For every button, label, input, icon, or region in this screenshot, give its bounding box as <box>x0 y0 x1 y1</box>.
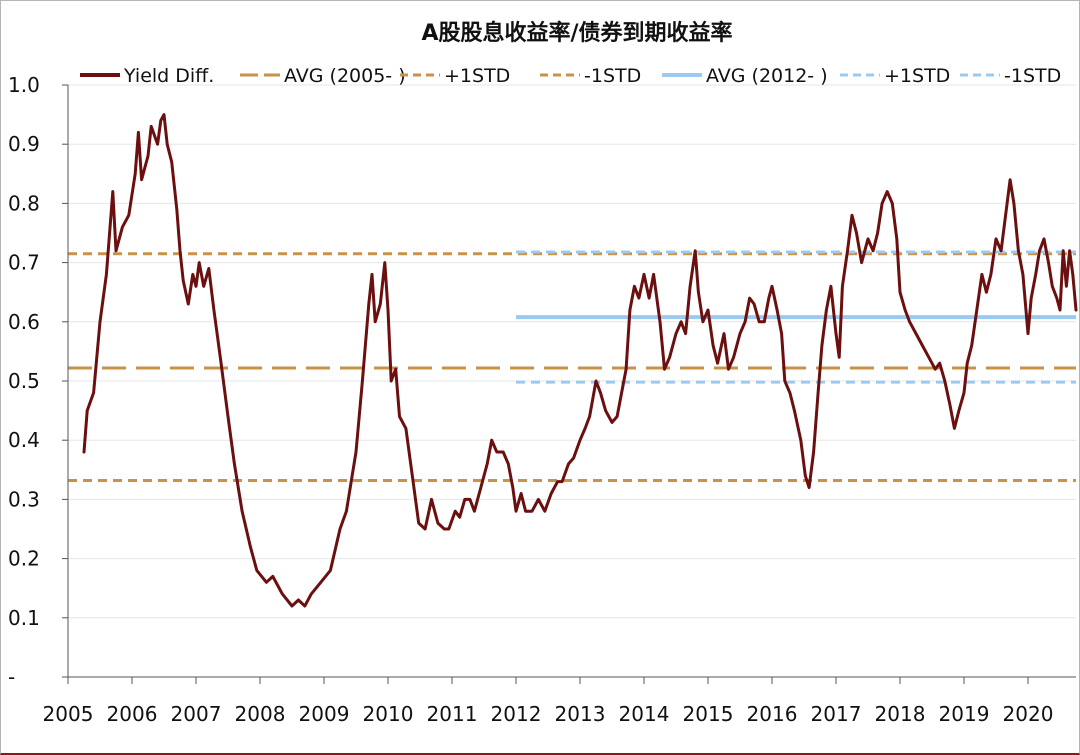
legend-label: -1STD <box>1004 65 1061 87</box>
x-tick-label: 2018 <box>875 702 926 726</box>
y-tick-label: 0.8 <box>8 191 40 215</box>
x-tick-label: 2019 <box>939 702 990 726</box>
y-tick-label: 0.3 <box>8 487 40 511</box>
x-tick-label: 2008 <box>235 702 286 726</box>
legend-label: +1STD <box>884 65 950 87</box>
x-tick-label: 2011 <box>427 702 478 726</box>
legend-label: +1STD <box>444 65 510 87</box>
x-tick-label: 2012 <box>491 702 542 726</box>
legend-label: Yield Diff. <box>123 65 214 87</box>
x-tick-label: 2014 <box>619 702 670 726</box>
reference-lines <box>68 250 1076 482</box>
x-tick-label: 2020 <box>1003 702 1054 726</box>
y-tick-label: 0.1 <box>8 606 40 630</box>
x-tick-label: 2017 <box>811 702 862 726</box>
y-tick-label: 0.6 <box>8 310 40 334</box>
x-tick-label: 2013 <box>555 702 606 726</box>
y-tick-label: 0.4 <box>8 428 40 452</box>
legend: Yield Diff. AVG (2005- ) +1STD -1STD AVG (20… <box>80 65 1061 87</box>
x-tick-label: 2009 <box>299 702 350 726</box>
x-tick-label: 2010 <box>363 702 414 726</box>
series-group <box>82 113 1078 608</box>
x-tick-label: 2006 <box>107 702 158 726</box>
y-tick-label: - <box>8 665 15 689</box>
y-tick-label: 0.2 <box>8 547 40 571</box>
x-tick-label: 2015 <box>683 702 734 726</box>
legend-label: -1STD <box>584 65 641 87</box>
legend-label: AVG (2012- ) <box>706 65 828 87</box>
y-tick-label: 0.9 <box>8 132 40 156</box>
chart-title: A股股息收益率/债券到期收益率 <box>421 20 732 46</box>
y-tick-label: 1.0 <box>8 73 40 97</box>
x-tick-label: 2005 <box>43 702 94 726</box>
axes: - 0.1 0.2 0.3 0.4 0.5 0.6 0.7 0.8 0.9 1.0 2005 2006 2… <box>8 73 1076 726</box>
x-tick-label: 2016 <box>747 702 798 726</box>
y-tick-label: 0.7 <box>8 251 40 275</box>
series-line-yield-diff <box>82 113 1078 608</box>
y-tick-label: 0.5 <box>8 369 40 393</box>
legend-label: AVG (2005- ) <box>284 65 406 87</box>
x-tick-label: 2007 <box>171 702 222 726</box>
